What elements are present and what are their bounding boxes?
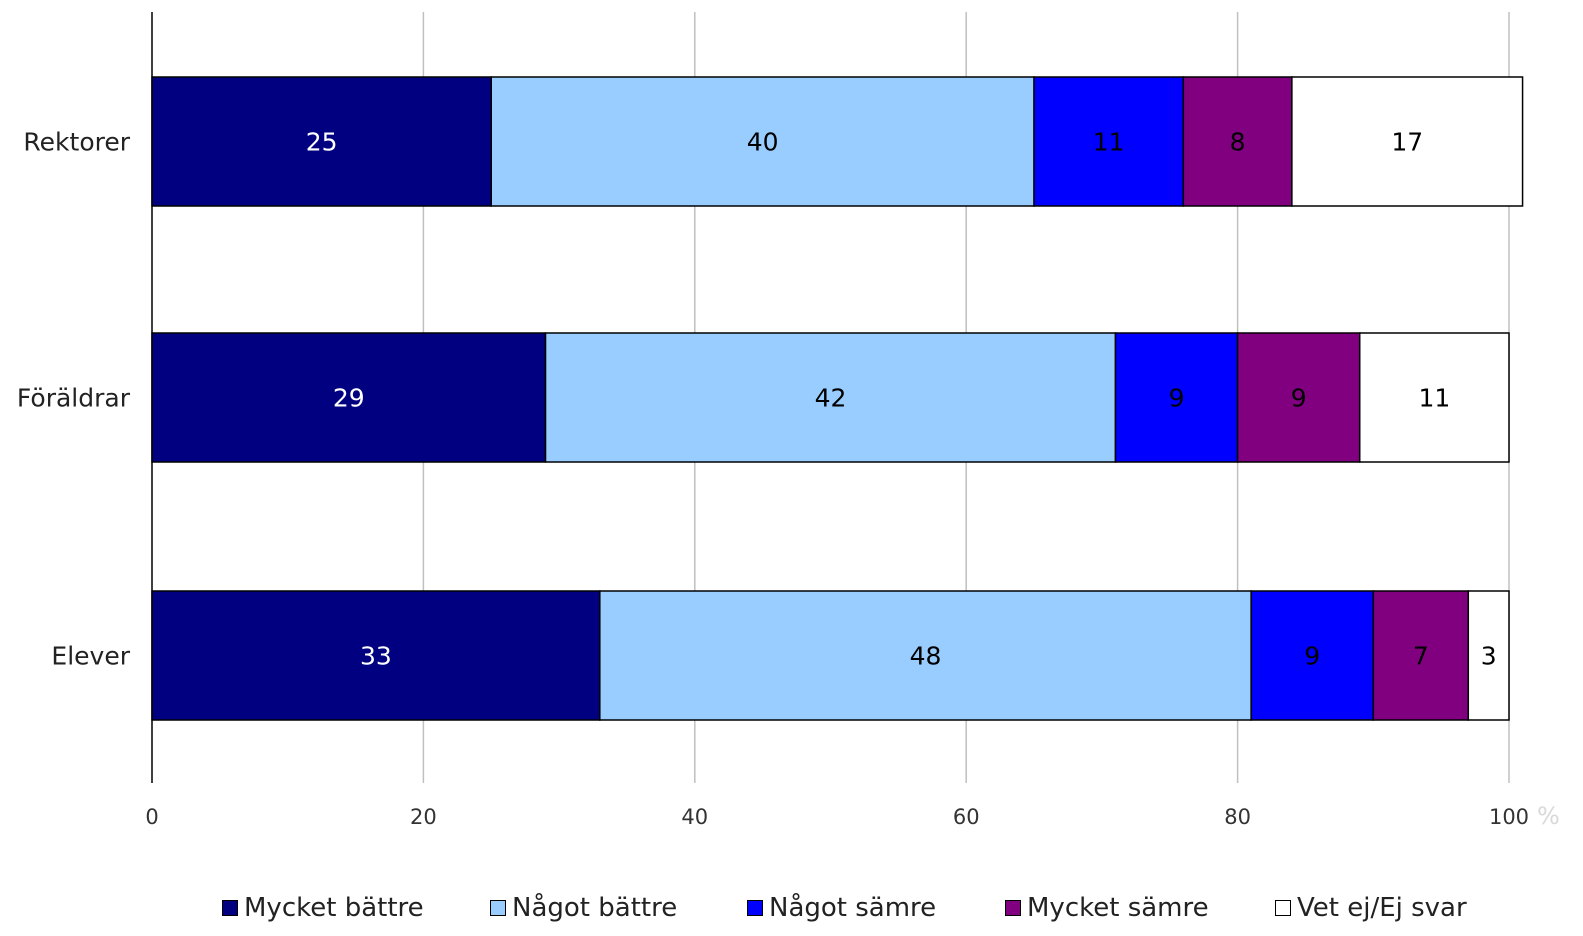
data-label: 8: [1230, 128, 1246, 157]
data-label: 17: [1391, 128, 1423, 157]
data-label: 33: [360, 642, 392, 671]
legend: Mycket bättre Något bättre Något sämre Myck…: [0, 893, 1583, 933]
data-label: 11: [1418, 384, 1450, 413]
legend-item: Vet ej/Ej svar: [1275, 893, 1467, 923]
x-tick-label: 0: [145, 805, 158, 829]
bar-segment: [1358, 332, 1510, 463]
legend-swatch: [1275, 900, 1291, 916]
x-tick-label: 100: [1489, 805, 1529, 829]
legend-label: Mycket sämre: [1027, 893, 1209, 923]
data-label: 7: [1413, 642, 1429, 671]
bar-segment: [151, 332, 547, 463]
bar-segment: [1033, 76, 1185, 207]
bar-segment: [544, 332, 1117, 463]
bar-segment: [1250, 590, 1375, 721]
legend-label: Något sämre: [769, 893, 937, 923]
x-tick-label: 20: [410, 805, 437, 829]
data-label: 48: [910, 642, 942, 671]
data-label: 9: [1304, 642, 1320, 671]
legend-item: Något sämre: [747, 893, 936, 923]
x-tick-label: 80: [1224, 805, 1251, 829]
x-tick-label: 60: [953, 805, 980, 829]
bar-segment: [151, 590, 601, 721]
legend-item: Mycket sämre: [1005, 893, 1209, 923]
data-label: 9: [1291, 384, 1307, 413]
bar-segment: [1182, 76, 1293, 207]
category-label: Elever: [51, 642, 130, 671]
data-label: 3: [1481, 642, 1497, 671]
category-label: Föräldrar: [17, 384, 131, 413]
data-label: 25: [306, 128, 338, 157]
data-label: 11: [1093, 128, 1125, 157]
legend-swatch: [747, 900, 763, 916]
bar-segment: [1467, 590, 1510, 721]
bar-segment: [490, 76, 1035, 207]
bar-segment: [599, 590, 1252, 721]
bar-segment: [151, 76, 492, 207]
data-label: 42: [815, 384, 847, 413]
data-label: 40: [747, 128, 779, 157]
x-tick-label: 40: [681, 805, 708, 829]
bar-segment: [1236, 332, 1361, 463]
legend-item: Mycket bättre: [222, 893, 424, 923]
data-label: 29: [333, 384, 365, 413]
category-label: Rektorer: [23, 128, 130, 157]
legend-label: Mycket bättre: [244, 893, 424, 923]
legend-label: Vet ej/Ej svar: [1297, 893, 1467, 923]
legend-swatch: [1005, 900, 1021, 916]
legend-swatch: [222, 900, 238, 916]
x-unit-label: %: [1537, 802, 1560, 830]
axes: 0 20 40 60 80 100 % Rektorer Föräldrar Elever: [17, 12, 1560, 830]
legend-item: Något bättre: [490, 893, 677, 923]
legend-label: Något bättre: [512, 893, 678, 923]
legend-swatch: [490, 900, 506, 916]
bar-segment: [1291, 76, 1524, 207]
bars: 25 40 11 8 17 29 42 9 9 11 33 48 9 7 3: [151, 76, 1524, 721]
data-label: 9: [1169, 384, 1185, 413]
